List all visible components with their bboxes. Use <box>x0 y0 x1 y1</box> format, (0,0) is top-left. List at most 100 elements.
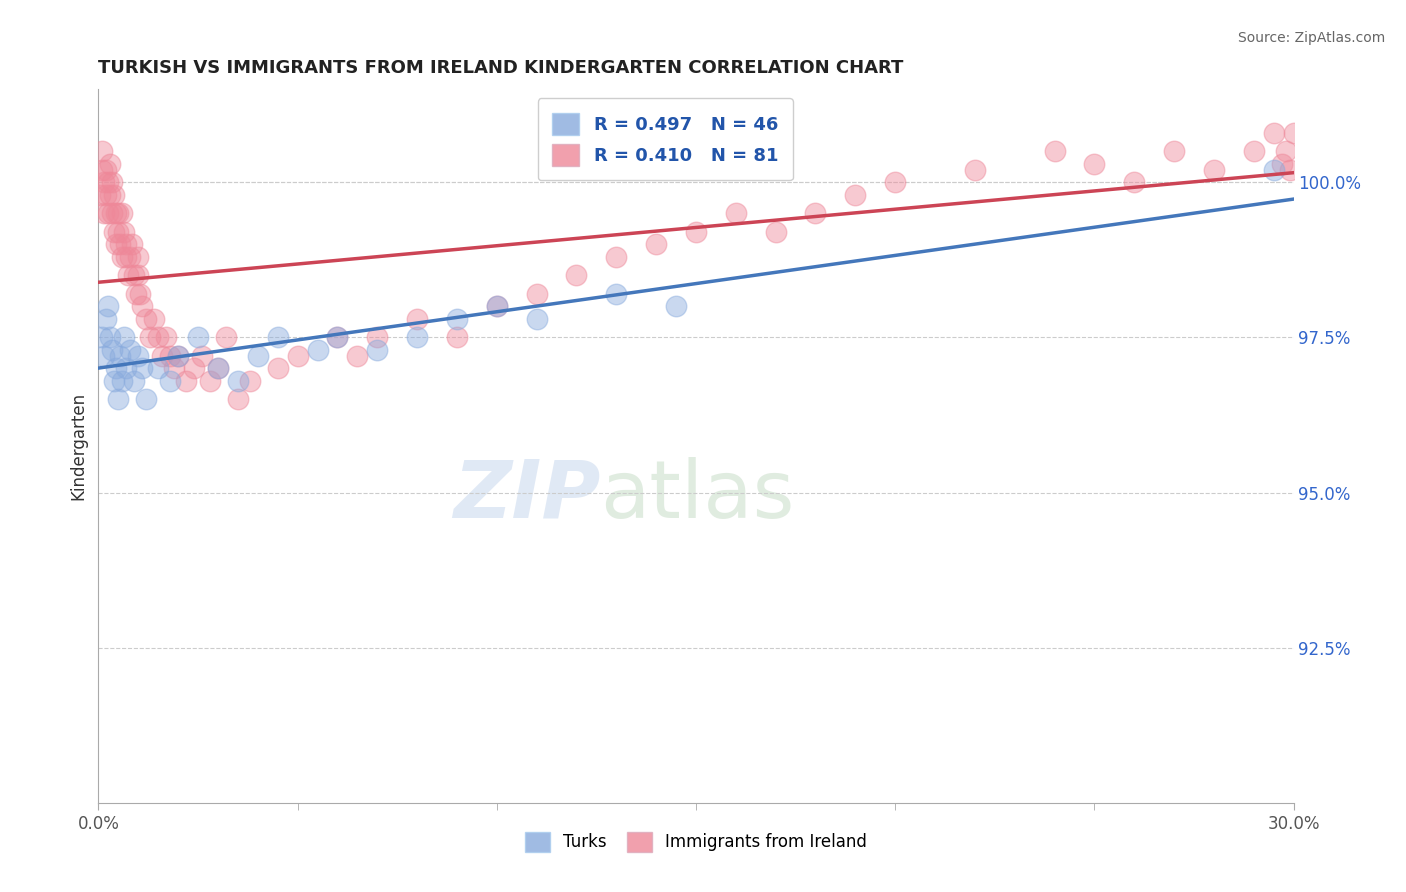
Point <box>107 392 129 407</box>
Point <box>526 287 548 301</box>
Point <box>107 225 129 239</box>
Point <box>207 361 229 376</box>
Point <box>115 361 138 376</box>
Point <box>91 145 114 159</box>
Point <box>103 374 125 388</box>
Point <box>105 237 128 252</box>
Point <box>110 237 132 252</box>
Point <box>724 206 747 220</box>
Point <box>884 175 907 189</box>
Point <box>1202 162 1225 177</box>
Point <box>129 287 152 301</box>
Point <box>124 374 146 388</box>
Point <box>93 175 115 189</box>
Point <box>96 162 118 177</box>
Point <box>105 361 128 376</box>
Point <box>139 330 162 344</box>
Point <box>526 311 548 326</box>
Point <box>103 225 125 239</box>
Point <box>1282 126 1305 140</box>
Point <box>307 343 329 357</box>
Point <box>107 206 129 220</box>
Point <box>93 349 115 363</box>
Point <box>605 250 627 264</box>
Point <box>565 268 588 283</box>
Point <box>117 268 139 283</box>
Point <box>110 349 132 363</box>
Point <box>207 361 229 376</box>
Point <box>135 392 157 407</box>
Point <box>93 206 115 220</box>
Point <box>112 330 135 344</box>
Point <box>103 187 125 202</box>
Point <box>446 330 468 344</box>
Point <box>267 330 290 344</box>
Point <box>120 250 142 264</box>
Point <box>97 175 120 189</box>
Point <box>1043 145 1066 159</box>
Point <box>174 374 197 388</box>
Point <box>112 225 135 239</box>
Text: ZIP: ZIP <box>453 457 600 535</box>
Point <box>287 349 309 363</box>
Point <box>226 392 249 407</box>
Point <box>1278 162 1301 177</box>
Point <box>1263 162 1285 177</box>
Point <box>605 287 627 301</box>
Point <box>96 187 118 202</box>
Point <box>226 374 249 388</box>
Point <box>1083 156 1105 170</box>
Point <box>127 349 149 363</box>
Point <box>125 287 148 301</box>
Point <box>98 187 122 202</box>
Point <box>167 349 190 363</box>
Point <box>645 237 668 252</box>
Point <box>366 343 388 357</box>
Point <box>326 330 349 344</box>
Point <box>844 187 866 202</box>
Point <box>131 299 153 313</box>
Point <box>89 187 111 202</box>
Point <box>97 206 120 220</box>
Point <box>143 311 166 326</box>
Point <box>101 175 124 189</box>
Point <box>105 206 128 220</box>
Point <box>111 250 134 264</box>
Point <box>115 237 138 252</box>
Point <box>406 330 429 344</box>
Point <box>963 162 986 177</box>
Point <box>485 299 508 313</box>
Point <box>111 206 134 220</box>
Legend: Turks, Immigrants from Ireland: Turks, Immigrants from Ireland <box>519 825 873 859</box>
Point <box>1243 145 1265 159</box>
Point <box>1163 145 1185 159</box>
Point <box>127 268 149 283</box>
Text: TURKISH VS IMMIGRANTS FROM IRELAND KINDERGARTEN CORRELATION CHART: TURKISH VS IMMIGRANTS FROM IRELAND KINDE… <box>98 59 904 77</box>
Point <box>97 299 120 313</box>
Point <box>685 225 707 239</box>
Point <box>267 361 290 376</box>
Point <box>446 311 468 326</box>
Point <box>804 206 827 220</box>
Point <box>326 330 349 344</box>
Point <box>485 299 508 313</box>
Point <box>91 330 114 344</box>
Point <box>246 349 269 363</box>
Point <box>665 299 688 313</box>
Point <box>198 374 221 388</box>
Point <box>111 374 134 388</box>
Point <box>96 311 118 326</box>
Point <box>131 361 153 376</box>
Point <box>1271 156 1294 170</box>
Point <box>121 237 143 252</box>
Point <box>159 349 181 363</box>
Point <box>115 250 138 264</box>
Point <box>150 349 173 363</box>
Point <box>346 349 368 363</box>
Point <box>155 330 177 344</box>
Point <box>124 268 146 283</box>
Point <box>91 162 114 177</box>
Point <box>366 330 388 344</box>
Point <box>215 330 238 344</box>
Point <box>101 206 124 220</box>
